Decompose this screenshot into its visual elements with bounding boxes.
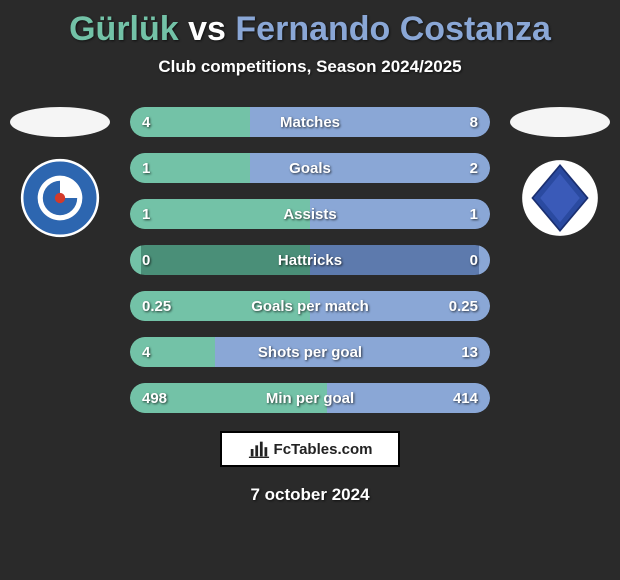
stat-row: Min per goal498 414 (130, 383, 490, 413)
gazovik-orenburg-badge-icon (10, 155, 110, 241)
stat-label: Shots per goal (130, 337, 490, 367)
stat-value-left: 0 (130, 245, 162, 275)
stat-value-right: 0 (458, 245, 490, 275)
stat-value-left: 498 (130, 383, 179, 413)
stat-value-right: 13 (449, 337, 490, 367)
stat-label: Min per goal (130, 383, 490, 413)
watermark: FcTables.com (220, 431, 400, 467)
stat-value-right: 0.25 (437, 291, 490, 321)
stat-label: Matches (130, 107, 490, 137)
comparison-stage: Matches48Goals12Assists11Hattricks00Goal… (0, 107, 620, 413)
stat-row: Goals per match0.250.25 (130, 291, 490, 321)
bar-chart-icon (248, 438, 270, 460)
player2-club-badge (510, 155, 610, 241)
stat-row: Matches4 8 (130, 107, 490, 137)
stat-row: Goals1 2 (130, 153, 490, 183)
stat-value-right: 8 (458, 107, 490, 137)
stat-value-left: 4 (130, 337, 162, 367)
stat-row: Hattricks0 0 (130, 245, 490, 275)
stat-value-right: 2 (458, 153, 490, 183)
stat-bars: Matches48Goals12Assists11Hattricks00Goal… (130, 107, 490, 413)
watermark-text: FcTables.com (274, 441, 373, 458)
player2-photo-placeholder (510, 107, 610, 137)
stat-row: Shots per goal4 13 (130, 337, 490, 367)
stat-value-right: 414 (441, 383, 490, 413)
stat-value-left: 4 (130, 107, 162, 137)
stat-value-left: 0.25 (130, 291, 183, 321)
stat-row: Assists1 1 (130, 199, 490, 229)
stat-value-left: 1 (130, 153, 162, 183)
krylya-sovetov-badge-icon (510, 155, 610, 241)
comparison-title: Gürlük vs Fernando Costanza (0, 0, 620, 49)
subtitle: Club competitions, Season 2024/2025 (0, 57, 620, 77)
stat-label: Assists (130, 199, 490, 229)
title-player2: Fernando Costanza (235, 10, 550, 48)
stat-label: Goals (130, 153, 490, 183)
player1-club-badge (10, 155, 110, 241)
date-line: 7 october 2024 (0, 485, 620, 505)
stat-value-right: 1 (458, 199, 490, 229)
title-player1: Gürlük (69, 10, 179, 48)
stat-value-left: 1 (130, 199, 162, 229)
player1-photo-placeholder (10, 107, 110, 137)
title-vs: vs (179, 10, 236, 48)
stat-label: Hattricks (130, 245, 490, 275)
